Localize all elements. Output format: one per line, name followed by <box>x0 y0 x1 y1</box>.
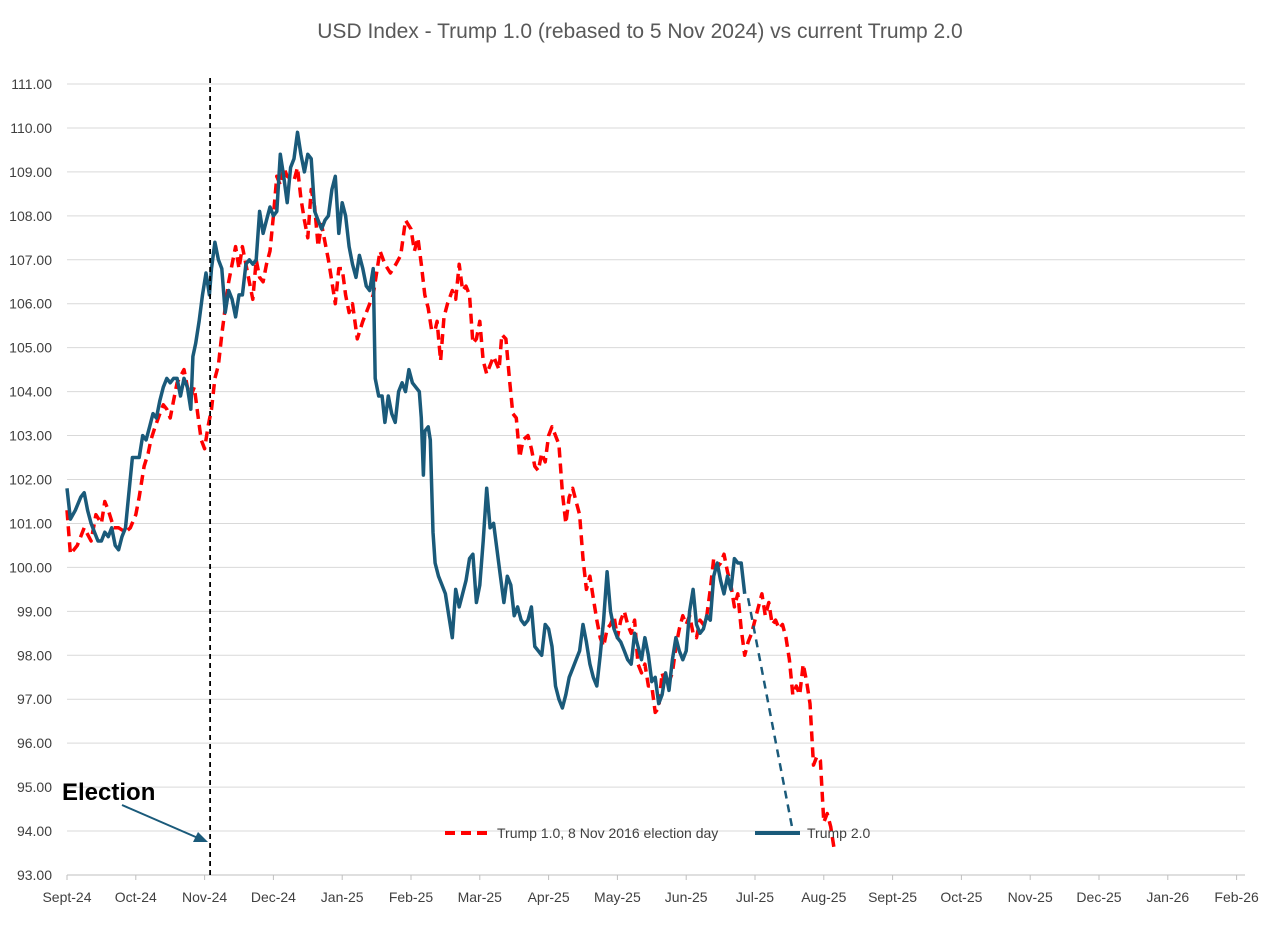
x-tick-label: Dec-24 <box>251 889 296 905</box>
x-tick-label: May-25 <box>594 889 641 905</box>
y-tick-label: 102.00 <box>9 472 52 488</box>
election-marker: Election <box>62 78 212 875</box>
election-arrow-head <box>193 832 208 842</box>
series-trump-1-line <box>65 165 836 849</box>
x-tick-label: Jun-25 <box>665 889 708 905</box>
y-tick-label: 109.00 <box>9 164 52 180</box>
x-tick-label: Mar-25 <box>458 889 503 905</box>
y-tick-label: 95.00 <box>17 779 52 795</box>
series-trump-2-trend-line <box>746 597 795 832</box>
y-tick-label: 100.00 <box>9 559 52 575</box>
x-tick-label: Aug-25 <box>801 889 846 905</box>
election-arrow-line <box>121 804 199 839</box>
x-tick-label: Jul-25 <box>736 889 774 905</box>
y-tick-label: 94.00 <box>17 823 52 839</box>
y-axis-ticks: 93.00 94.00 95.00 96.00 97.00 98.00 99.00 100.0… <box>9 76 52 883</box>
x-tick-label: Feb-26 <box>1214 889 1259 905</box>
series-lines <box>65 130 836 849</box>
y-tick-label: 96.00 <box>17 735 52 751</box>
y-tick-label: 107.00 <box>9 252 52 268</box>
x-tick-label: Jan-25 <box>321 889 364 905</box>
x-tick-label: Oct-24 <box>115 889 157 905</box>
x-tick-label: Dec-25 <box>1076 889 1121 905</box>
legend-label-trump-2: Trump 2.0 <box>807 825 870 841</box>
chart-title: USD Index - Trump 1.0 (rebased to 5 Nov … <box>317 20 962 43</box>
y-tick-label: 105.00 <box>9 340 52 356</box>
legend: Trump 1.0, 8 Nov 2016 election day Trump… <box>445 825 870 841</box>
election-label: Election <box>62 779 155 806</box>
y-tick-label: 108.00 <box>9 208 52 224</box>
x-tick-label: Sept-25 <box>868 889 917 905</box>
x-tick-label: Oct-25 <box>940 889 982 905</box>
gridlines <box>67 83 1245 876</box>
y-tick-label: 98.00 <box>17 647 52 663</box>
y-tick-label: 103.00 <box>9 428 52 444</box>
x-tick-label: Nov-25 <box>1008 889 1053 905</box>
y-tick-label: 93.00 <box>17 867 52 883</box>
y-tick-label: 104.00 <box>9 384 52 400</box>
x-tick-label: Sept-24 <box>42 889 91 905</box>
x-tick-label: Feb-25 <box>389 889 434 905</box>
x-tick-label: Nov-24 <box>182 889 227 905</box>
series-trump-2-line <box>65 130 747 710</box>
legend-label-trump-1: Trump 1.0, 8 Nov 2016 election day <box>497 825 718 841</box>
x-tick-label: Apr-25 <box>528 889 570 905</box>
y-tick-label: 106.00 <box>9 296 52 312</box>
y-tick-label: 111.00 <box>11 76 52 92</box>
y-tick-label: 99.00 <box>17 603 52 619</box>
y-tick-label: 110.00 <box>10 120 52 136</box>
x-tick-label: Jan-26 <box>1146 889 1189 905</box>
y-tick-label: 101.00 <box>9 515 52 531</box>
x-axis-ticks: Sept-24 Oct-24 Nov-24 Dec-24 Jan-25 Feb-25 Mar… <box>42 874 1259 905</box>
y-tick-label: 97.00 <box>17 691 52 707</box>
